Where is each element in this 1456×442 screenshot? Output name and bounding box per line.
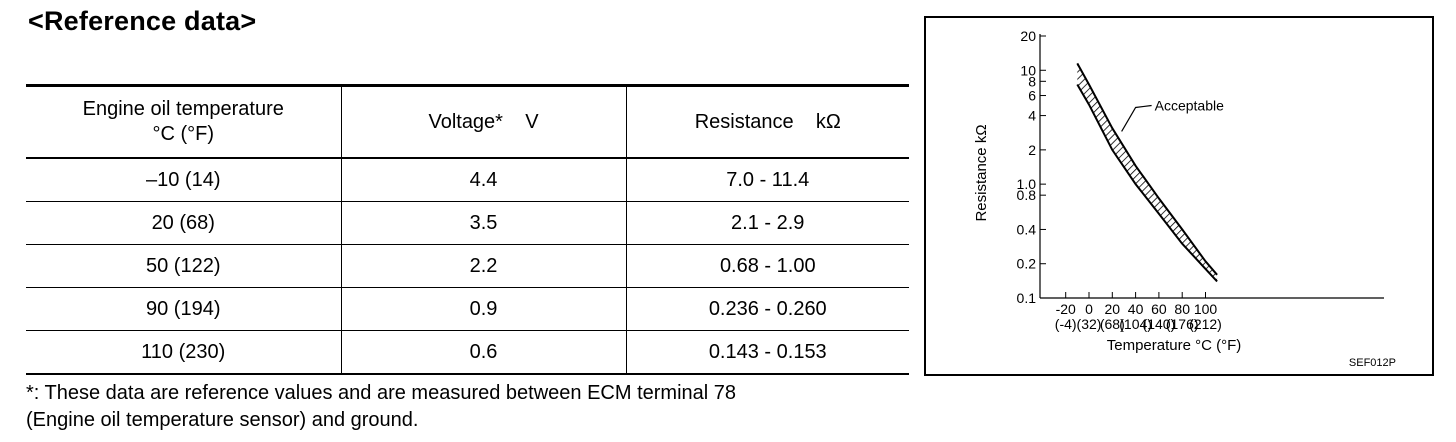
cell-temp: –10 (14)	[26, 158, 341, 202]
x-tick-label-fahrenheit: (32)	[1077, 316, 1102, 332]
header-temperature-line2: °C (°F)	[152, 123, 215, 145]
band-lower-line	[1076, 83, 1218, 283]
footnote: *: These data are reference values and a…	[26, 380, 916, 434]
x-tick-label-fahrenheit: (176)	[1166, 316, 1199, 332]
y-tick-label: 8	[1028, 73, 1036, 89]
x-tick-label-fahrenheit: (-4)	[1055, 316, 1077, 332]
table-row: 50 (122) 2.2 0.68 - 1.00	[26, 244, 909, 288]
table-header-row: Engine oil temperature °C (°F) Voltage* …	[26, 85, 909, 159]
table-row: –10 (14) 4.4 7.0 - 11.4	[26, 158, 909, 202]
x-tick-label-fahrenheit: (140)	[1143, 316, 1176, 332]
y-tick-label: 4	[1028, 108, 1036, 124]
cell-voltage: 2.2	[340, 244, 626, 288]
header-temperature: Engine oil temperature °C (°F)	[26, 85, 341, 159]
annotation-acceptable: Acceptable	[1155, 97, 1224, 113]
page-title: <Reference data>	[28, 6, 257, 36]
cell-voltage: 4.4	[340, 158, 626, 202]
figure-code: SEF012P	[1349, 357, 1396, 369]
table-row: 110 (230) 0.6 0.143 - 0.153	[26, 330, 909, 375]
x-tick-label: 100	[1194, 301, 1218, 317]
cell-voltage: 0.9	[340, 287, 626, 331]
cell-resistance: 7.0 - 11.4	[625, 158, 909, 202]
table-row: 20 (68) 3.5 2.1 - 2.9	[26, 201, 909, 245]
x-tick-label: 0	[1085, 301, 1093, 317]
y-tick-label: 0.4	[1017, 221, 1037, 237]
x-tick-label-fahrenheit: (104)	[1119, 316, 1152, 332]
cell-temp: 20 (68)	[26, 201, 341, 245]
x-tick-label: -20	[1056, 301, 1076, 317]
header-voltage: Voltage* V	[340, 85, 626, 159]
x-tick-label: 80	[1174, 301, 1190, 317]
x-tick-label-fahrenheit: (68)	[1100, 316, 1125, 332]
cell-resistance: 2.1 - 2.9	[625, 201, 909, 245]
table-row: 90 (194) 0.9 0.236 - 0.260	[26, 287, 909, 331]
y-tick-label: 6	[1028, 88, 1036, 104]
y-tick-label: 10	[1020, 62, 1036, 78]
cell-temp: 90 (194)	[26, 287, 341, 331]
cell-voltage: 0.6	[340, 330, 626, 375]
cell-resistance: 0.236 - 0.260	[625, 287, 909, 331]
reference-table: Engine oil temperature °C (°F) Voltage* …	[26, 84, 909, 375]
y-tick-label: 0.2	[1017, 256, 1037, 272]
cell-resistance: 0.68 - 1.00	[625, 244, 909, 288]
x-tick-label: 60	[1151, 301, 1167, 317]
y-tick-label: 1.0	[1017, 176, 1037, 192]
header-temperature-line1: Engine oil temperature	[82, 98, 284, 120]
cell-temp: 50 (122)	[26, 244, 341, 288]
y-tick-label: 20	[1020, 28, 1036, 44]
resistance-chart: 20 10 8 6 4 2 1.0 0.8 0.4 0.2 0.1 -20 (-4) 0 (32) 20 (68…	[924, 16, 1434, 376]
y-tick-label: 0.8	[1017, 187, 1037, 203]
y-tick-label: 2	[1028, 142, 1036, 158]
x-tick-label: 20	[1105, 301, 1121, 317]
x-tick-label-fahrenheit: (212)	[1189, 316, 1222, 332]
footnote-line2: (Engine oil temperature sensor) and grou…	[26, 409, 419, 431]
cell-voltage: 3.5	[340, 201, 626, 245]
band-upper-line	[1076, 62, 1218, 276]
y-axis-title: Resistance kΩ	[973, 124, 990, 221]
chart-svg: 201086421.00.80.40.20.1-20(-4)0(32)20(68…	[973, 28, 1396, 369]
cell-temp: 110 (230)	[26, 330, 341, 375]
cell-resistance: 0.143 - 0.153	[625, 330, 909, 375]
footnote-line1: *: These data are reference values and a…	[26, 382, 737, 404]
x-axis-title: Temperature °C (°F)	[1107, 337, 1242, 354]
y-tick-label: 0.1	[1017, 290, 1037, 306]
annotation-leader	[1121, 104, 1152, 132]
header-resistance: Resistance kΩ	[625, 85, 909, 159]
x-tick-label: 40	[1128, 301, 1144, 317]
